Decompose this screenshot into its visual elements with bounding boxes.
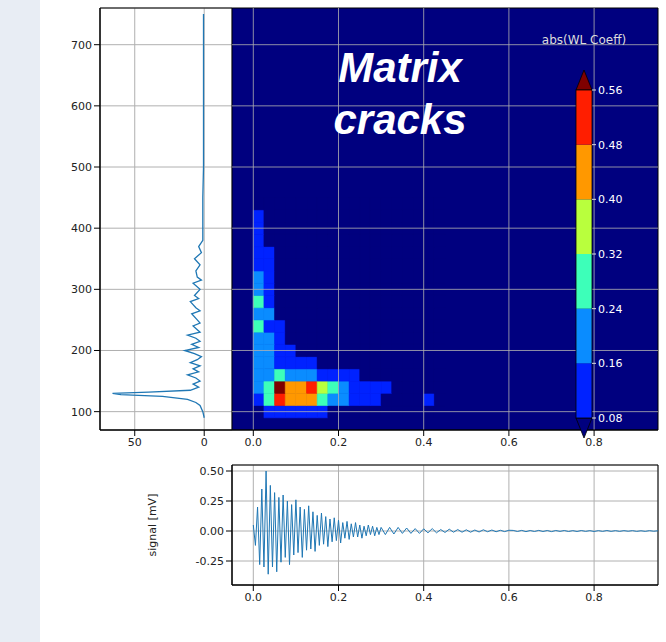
svg-text:0.16: 0.16 xyxy=(598,357,623,370)
svg-text:0.0: 0.0 xyxy=(245,436,262,449)
svg-text:0.48: 0.48 xyxy=(598,139,623,152)
svg-text:0.6: 0.6 xyxy=(500,591,518,604)
svg-text:100: 100 xyxy=(71,406,92,419)
svg-text:500: 500 xyxy=(71,161,92,174)
svg-text:700: 700 xyxy=(71,39,92,52)
svg-text:0.00: 0.00 xyxy=(200,525,225,538)
svg-text:300: 300 xyxy=(71,283,92,296)
svg-text:50: 50 xyxy=(128,436,142,449)
svg-text:0.56: 0.56 xyxy=(598,84,623,97)
svg-text:0.50: 0.50 xyxy=(200,465,225,478)
svg-text:0.32: 0.32 xyxy=(598,248,623,261)
svg-text:0.0: 0.0 xyxy=(245,591,262,604)
svg-text:cracks: cracks xyxy=(333,96,466,143)
svg-text:0.4: 0.4 xyxy=(415,436,433,449)
svg-text:0: 0 xyxy=(201,436,208,449)
svg-text:0.2: 0.2 xyxy=(330,436,348,449)
svg-text:0.2: 0.2 xyxy=(330,591,348,604)
svg-text:abs(WL Coeff): abs(WL Coeff) xyxy=(542,33,626,47)
svg-text:signal [mV]: signal [mV] xyxy=(146,494,159,557)
svg-text:0.8: 0.8 xyxy=(585,436,603,449)
svg-text:0.40: 0.40 xyxy=(598,193,623,206)
svg-text:-0.25: -0.25 xyxy=(196,555,224,568)
svg-text:200: 200 xyxy=(71,344,92,357)
svg-text:0.24: 0.24 xyxy=(598,303,623,316)
svg-text:0.25: 0.25 xyxy=(200,495,225,508)
svg-text:0.4: 0.4 xyxy=(415,591,433,604)
svg-text:0.6: 0.6 xyxy=(500,436,518,449)
svg-text:600: 600 xyxy=(71,100,92,113)
svg-text:0.08: 0.08 xyxy=(598,412,623,425)
svg-text:0.8: 0.8 xyxy=(585,591,603,604)
svg-text:400: 400 xyxy=(71,222,92,235)
svg-text:Matrix: Matrix xyxy=(338,44,463,91)
